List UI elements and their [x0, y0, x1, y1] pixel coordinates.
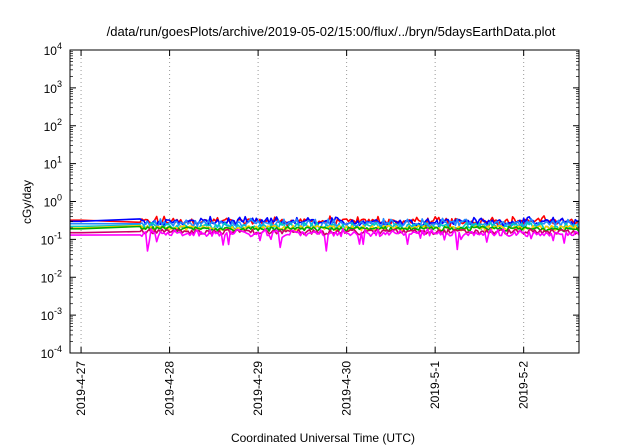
- series-layer: [70, 215, 580, 252]
- y-tick-label: 10-3: [41, 306, 62, 323]
- y-tick-label: 101: [44, 155, 62, 172]
- y-tick-label: 100: [44, 193, 62, 210]
- x-tick-label: 2019-5-2: [517, 361, 531, 409]
- series-line: [70, 228, 580, 252]
- y-tick-label: 10-1: [41, 230, 62, 247]
- y-axis: 10-4 10-3 10-2 10-1 100 101 102 103 104: [41, 41, 579, 361]
- y-tick-label: 10-4: [41, 344, 62, 361]
- x-axis: 2019-4-27 2019-4-28 2019-4-29 2019-4-30 2019…: [74, 50, 531, 416]
- y-tick-label: 104: [44, 41, 62, 58]
- x-tick-label: 2019-4-29: [251, 361, 265, 416]
- y-tick-label: 10-2: [41, 268, 62, 285]
- y-tick-label: 103: [44, 79, 62, 96]
- grid: [80, 50, 525, 353]
- chart-title: /data/run/goesPlots/archive/2019-05-02/1…: [107, 24, 556, 39]
- y-axis-label: cGy/day: [20, 180, 34, 224]
- plot-frame: [69, 49, 580, 354]
- x-axis-label: Coordinated Universal Time (UTC): [231, 431, 415, 445]
- y-tick-label: 102: [44, 117, 62, 134]
- x-tick-label: 2019-4-27: [74, 361, 88, 416]
- x-tick-label: 2019-5-1: [428, 361, 442, 409]
- x-tick-label: 2019-4-28: [163, 361, 177, 416]
- x-tick-label: 2019-4-30: [340, 361, 354, 416]
